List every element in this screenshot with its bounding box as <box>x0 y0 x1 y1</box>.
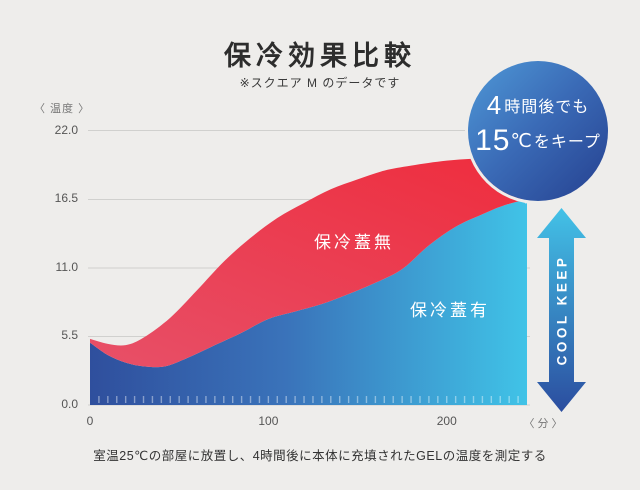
y-tick-label: 5.5 <box>61 328 78 343</box>
footnote: 室温25℃の部屋に放置し、4時間後に本体に充填されたGELの温度を測定する <box>93 449 547 463</box>
y-tick-label: 11.0 <box>55 259 78 274</box>
y-axis-unit-label: 〈 温度 〉 <box>34 103 91 115</box>
y-tick-label: 22.0 <box>54 122 78 137</box>
y-tick-label: 16.5 <box>54 191 78 206</box>
y-tick-label: 0.0 <box>61 397 78 411</box>
x-tick-label: 200 <box>436 414 457 428</box>
callout-badge-text: 4 時間後でも 15℃をキープ <box>468 92 608 156</box>
callout-line1: 4 時間後でも <box>486 90 590 120</box>
callout-line2: 15℃をキープ <box>475 124 601 157</box>
x-tick-label: 0 <box>86 414 94 428</box>
callout-badge <box>468 61 608 201</box>
cool-keep-double-arrow-icon <box>537 208 586 412</box>
cool-keep-label: COOL KEEP <box>554 254 570 366</box>
series-label-without-lid: 保冷蓋無 <box>314 233 394 252</box>
chart-title: 保冷効果比較 <box>224 41 416 71</box>
area-chart <box>88 130 530 406</box>
series-label-with-lid: 保冷蓋有 <box>410 301 490 320</box>
x-axis-unit-label: 〈 分 〉 <box>523 418 563 430</box>
x-tick-label: 100 <box>258 414 279 428</box>
chart-subtitle: ※スクエア M のデータです <box>239 76 401 90</box>
